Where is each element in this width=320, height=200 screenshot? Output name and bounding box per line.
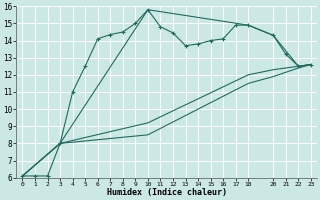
X-axis label: Humidex (Indice chaleur): Humidex (Indice chaleur): [107, 188, 227, 197]
